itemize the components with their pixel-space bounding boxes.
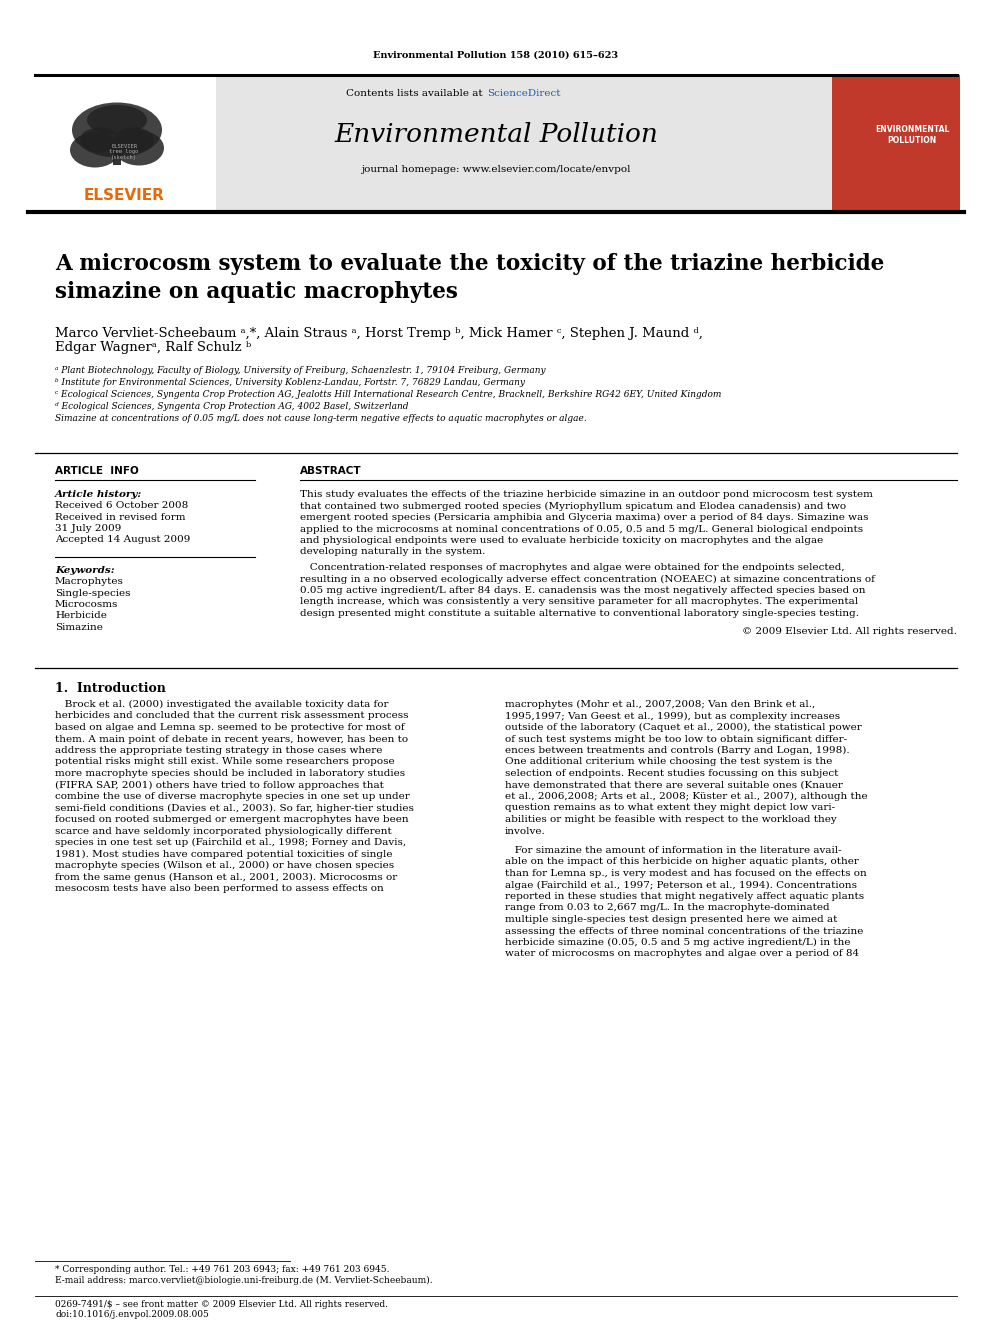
Text: 0269-7491/$ – see front matter © 2009 Elsevier Ltd. All rights reserved.: 0269-7491/$ – see front matter © 2009 El… bbox=[55, 1301, 388, 1308]
Bar bbox=[113, 146, 121, 165]
Text: water of microcosms on macrophytes and algae over a period of 84: water of microcosms on macrophytes and a… bbox=[505, 950, 859, 958]
Text: ELSEVIER
tree logo
(sketch): ELSEVIER tree logo (sketch) bbox=[109, 144, 139, 160]
Text: A microcosm system to evaluate the toxicity of the triazine herbicide
simazine o: A microcosm system to evaluate the toxic… bbox=[55, 253, 884, 303]
Text: ences between treatments and controls (Barry and Logan, 1998).: ences between treatments and controls (B… bbox=[505, 746, 849, 755]
Text: Herbicide: Herbicide bbox=[55, 611, 107, 620]
Text: * Corresponding author. Tel.: +49 761 203 6943; fax: +49 761 203 6945.: * Corresponding author. Tel.: +49 761 20… bbox=[55, 1265, 390, 1274]
Text: species in one test set up (Fairchild et al., 1998; Forney and Davis,: species in one test set up (Fairchild et… bbox=[55, 837, 406, 847]
Text: E-mail address: marco.vervliet@biologie.uni-freiburg.de (M. Vervliet-Scheebaum).: E-mail address: marco.vervliet@biologie.… bbox=[55, 1275, 433, 1285]
Text: them. A main point of debate in recent years, however, has been to: them. A main point of debate in recent y… bbox=[55, 734, 408, 744]
Text: from the same genus (Hanson et al., 2001, 2003). Microcosms or: from the same genus (Hanson et al., 2001… bbox=[55, 872, 397, 881]
Text: reported in these studies that might negatively affect aquatic plants: reported in these studies that might neg… bbox=[505, 892, 864, 901]
Ellipse shape bbox=[72, 102, 162, 157]
Text: Marco Vervliet-Scheebaum ᵃ,*, Alain Straus ᵃ, Horst Tremp ᵇ, Mick Hamer ᶜ, Steph: Marco Vervliet-Scheebaum ᵃ,*, Alain Stra… bbox=[55, 327, 703, 340]
Text: developing naturally in the system.: developing naturally in the system. bbox=[300, 548, 485, 557]
Text: Article history:: Article history: bbox=[55, 490, 142, 499]
Text: 31 July 2009: 31 July 2009 bbox=[55, 524, 121, 533]
Text: (FIFRA SAP, 2001) others have tried to follow approaches that: (FIFRA SAP, 2001) others have tried to f… bbox=[55, 781, 384, 790]
Text: doi:10.1016/j.envpol.2009.08.005: doi:10.1016/j.envpol.2009.08.005 bbox=[55, 1310, 209, 1319]
Text: herbicide simazine (0.05, 0.5 and 5 mg active ingredient/L) in the: herbicide simazine (0.05, 0.5 and 5 mg a… bbox=[505, 938, 850, 947]
Text: Microcosms: Microcosms bbox=[55, 601, 118, 609]
Text: Environmental Pollution 158 (2010) 615–623: Environmental Pollution 158 (2010) 615–6… bbox=[373, 50, 619, 60]
Text: ScienceDirect: ScienceDirect bbox=[487, 89, 560, 98]
Text: Received 6 October 2008: Received 6 October 2008 bbox=[55, 501, 188, 509]
Text: range from 0.03 to 2,667 mg/L. In the macrophyte-dominated: range from 0.03 to 2,667 mg/L. In the ma… bbox=[505, 904, 829, 913]
Text: Accepted 14 August 2009: Accepted 14 August 2009 bbox=[55, 536, 190, 545]
Text: question remains as to what extent they might depict low vari-: question remains as to what extent they … bbox=[505, 803, 835, 812]
Text: 0.05 mg active ingredient/L after 84 days. E. canadensis was the most negatively: 0.05 mg active ingredient/L after 84 day… bbox=[300, 586, 865, 595]
Text: and physiological endpoints were used to evaluate herbicide toxicity on macrophy: and physiological endpoints were used to… bbox=[300, 536, 823, 545]
Text: assessing the effects of three nominal concentrations of the triazine: assessing the effects of three nominal c… bbox=[505, 926, 863, 935]
Text: outside of the laboratory (Caquet et al., 2000), the statistical power: outside of the laboratory (Caquet et al.… bbox=[505, 722, 862, 732]
Text: algae (Fairchild et al., 1997; Peterson et al., 1994). Concentrations: algae (Fairchild et al., 1997; Peterson … bbox=[505, 881, 857, 889]
Text: Keywords:: Keywords: bbox=[55, 566, 115, 576]
Ellipse shape bbox=[70, 132, 120, 168]
Text: ABSTRACT: ABSTRACT bbox=[300, 466, 362, 476]
Text: abilities or might be feasible with respect to the workload they: abilities or might be feasible with resp… bbox=[505, 815, 836, 824]
Text: design presented might constitute a suitable alternative to conventional laborat: design presented might constitute a suit… bbox=[300, 609, 859, 618]
Bar bbox=[832, 75, 960, 212]
Ellipse shape bbox=[87, 105, 147, 135]
Text: semi-field conditions (Davies et al., 2003). So far, higher-tier studies: semi-field conditions (Davies et al., 20… bbox=[55, 803, 414, 812]
Text: One additional criterium while choosing the test system is the: One additional criterium while choosing … bbox=[505, 758, 832, 766]
Text: This study evaluates the effects of the triazine herbicide simazine in an outdoo: This study evaluates the effects of the … bbox=[300, 490, 873, 499]
Text: emergent rooted species (Persicaria amphibia and Glyceria maxima) over a period : emergent rooted species (Persicaria amph… bbox=[300, 513, 869, 523]
Text: mesocosm tests have also been performed to assess effects on: mesocosm tests have also been performed … bbox=[55, 884, 384, 893]
Text: herbicides and concluded that the current risk assessment process: herbicides and concluded that the curren… bbox=[55, 712, 409, 721]
Bar bbox=[32, 75, 960, 212]
Text: ᵈ Ecological Sciences, Syngenta Crop Protection AG, 4002 Basel, Switzerland: ᵈ Ecological Sciences, Syngenta Crop Pro… bbox=[55, 402, 409, 411]
Text: Received in revised form: Received in revised form bbox=[55, 512, 186, 521]
Text: For simazine the amount of information in the literature avail-: For simazine the amount of information i… bbox=[505, 845, 841, 855]
Text: scarce and have seldomly incorporated physiologically different: scarce and have seldomly incorporated ph… bbox=[55, 827, 392, 836]
Text: ᵃ Plant Biotechnology, Faculty of Biology, University of Freiburg, Schaenzlestr.: ᵃ Plant Biotechnology, Faculty of Biolog… bbox=[55, 366, 546, 374]
Text: length increase, which was consistently a very sensitive parameter for all macro: length increase, which was consistently … bbox=[300, 598, 858, 606]
Ellipse shape bbox=[80, 127, 120, 152]
Text: of such test systems might be too low to obtain significant differ-: of such test systems might be too low to… bbox=[505, 734, 847, 744]
Text: applied to the microcosms at nominal concentrations of 0.05, 0.5 and 5 mg/L. Gen: applied to the microcosms at nominal con… bbox=[300, 524, 863, 533]
Text: Environmental Pollution: Environmental Pollution bbox=[334, 123, 658, 147]
Text: © 2009 Elsevier Ltd. All rights reserved.: © 2009 Elsevier Ltd. All rights reserved… bbox=[742, 627, 957, 635]
Text: more macrophyte species should be included in laboratory studies: more macrophyte species should be includ… bbox=[55, 769, 405, 778]
Ellipse shape bbox=[114, 127, 154, 152]
Text: combine the use of diverse macrophyte species in one set up under: combine the use of diverse macrophyte sp… bbox=[55, 792, 410, 800]
Text: address the appropriate testing strategy in those cases where: address the appropriate testing strategy… bbox=[55, 746, 382, 755]
Text: able on the impact of this herbicide on higher aquatic plants, other: able on the impact of this herbicide on … bbox=[505, 857, 859, 867]
Text: Concentration-related responses of macrophytes and algae were obtained for the e: Concentration-related responses of macro… bbox=[300, 564, 844, 572]
Text: Simazine at concentrations of 0.05 mg/L does not cause long-term negative effect: Simazine at concentrations of 0.05 mg/L … bbox=[55, 414, 586, 423]
Text: multiple single-species test design presented here we aimed at: multiple single-species test design pres… bbox=[505, 916, 837, 923]
Text: macrophyte species (Wilson et al., 2000) or have chosen species: macrophyte species (Wilson et al., 2000)… bbox=[55, 861, 394, 871]
Text: potential risks might still exist. While some researchers propose: potential risks might still exist. While… bbox=[55, 758, 395, 766]
Text: focused on rooted submerged or emergent macrophytes have been: focused on rooted submerged or emergent … bbox=[55, 815, 409, 824]
Text: resulting in a no observed ecologically adverse effect concentration (NOEAEC) at: resulting in a no observed ecologically … bbox=[300, 574, 875, 583]
Bar bbox=[32, 75, 216, 212]
Text: ARTICLE  INFO: ARTICLE INFO bbox=[55, 466, 139, 476]
Text: Single-species: Single-species bbox=[55, 589, 131, 598]
Text: involve.: involve. bbox=[505, 827, 546, 836]
Text: macrophytes (Mohr et al., 2007,2008; Van den Brink et al.,: macrophytes (Mohr et al., 2007,2008; Van… bbox=[505, 700, 815, 709]
Text: 1.  Introduction: 1. Introduction bbox=[55, 681, 166, 695]
Text: have demonstrated that there are several suitable ones (Knauer: have demonstrated that there are several… bbox=[505, 781, 843, 790]
Text: journal homepage: www.elsevier.com/locate/envpol: journal homepage: www.elsevier.com/locat… bbox=[361, 165, 631, 175]
Text: Contents lists available at: Contents lists available at bbox=[346, 89, 486, 98]
Text: 1995,1997; Van Geest et al., 1999), but as complexity increases: 1995,1997; Van Geest et al., 1999), but … bbox=[505, 712, 840, 721]
Text: ᶜ Ecological Sciences, Syngenta Crop Protection AG, Jealotts Hill International : ᶜ Ecological Sciences, Syngenta Crop Pro… bbox=[55, 390, 721, 400]
Text: ENVIRONMENTAL
POLLUTION: ENVIRONMENTAL POLLUTION bbox=[875, 124, 949, 146]
Text: Macrophytes: Macrophytes bbox=[55, 577, 124, 586]
Text: 1981). Most studies have compared potential toxicities of single: 1981). Most studies have compared potent… bbox=[55, 849, 393, 859]
Text: selection of endpoints. Recent studies focussing on this subject: selection of endpoints. Recent studies f… bbox=[505, 769, 838, 778]
Ellipse shape bbox=[114, 131, 164, 165]
Text: based on algae and Lemna sp. seemed to be protective for most of: based on algae and Lemna sp. seemed to b… bbox=[55, 722, 405, 732]
Text: Edgar Wagnerᵃ, Ralf Schulz ᵇ: Edgar Wagnerᵃ, Ralf Schulz ᵇ bbox=[55, 341, 251, 355]
Text: Brock et al. (2000) investigated the available toxicity data for: Brock et al. (2000) investigated the ava… bbox=[55, 700, 389, 709]
Text: Simazine: Simazine bbox=[55, 623, 103, 632]
Text: ELSEVIER: ELSEVIER bbox=[83, 188, 165, 202]
Text: ᵇ Institute for Environmental Sciences, University Koblenz-Landau, Fortstr. 7, 7: ᵇ Institute for Environmental Sciences, … bbox=[55, 378, 525, 388]
Text: et al., 2006,2008; Arts et al., 2008; Küster et al., 2007), although the: et al., 2006,2008; Arts et al., 2008; Kü… bbox=[505, 792, 868, 802]
Text: that contained two submerged rooted species (Myriophyllum spicatum and Elodea ca: that contained two submerged rooted spec… bbox=[300, 501, 846, 511]
Text: than for Lemna sp., is very modest and has focused on the effects on: than for Lemna sp., is very modest and h… bbox=[505, 869, 867, 878]
